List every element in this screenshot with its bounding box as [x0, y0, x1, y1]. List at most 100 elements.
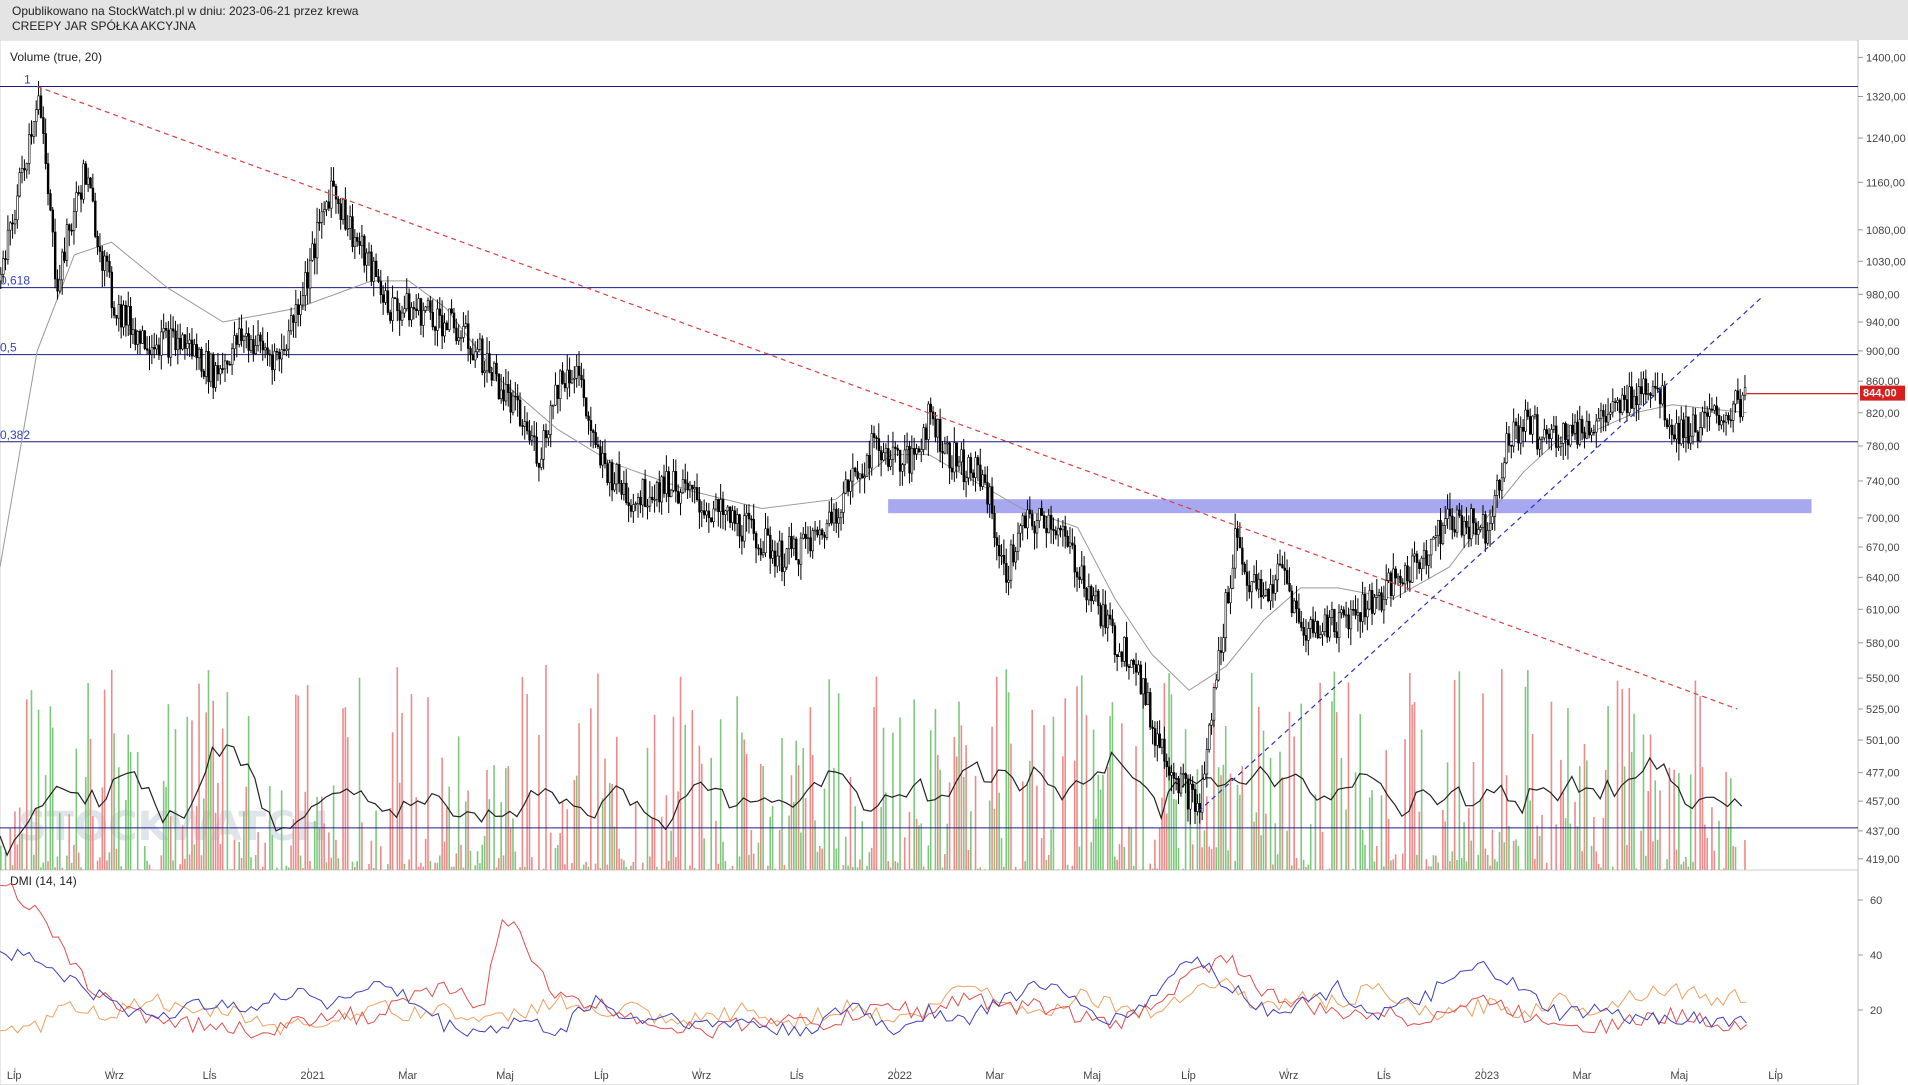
candle-body	[910, 448, 914, 474]
candle-body	[1661, 385, 1664, 405]
volume-bar	[1196, 769, 1199, 870]
volume-bar	[821, 848, 823, 870]
volume-bar	[247, 715, 250, 870]
candle-body	[1323, 614, 1327, 632]
candle-body	[627, 502, 630, 506]
candle-body	[658, 482, 661, 503]
time-tick-label: Mar	[398, 1070, 417, 1082]
price-tick-label: 419,00	[1866, 854, 1900, 866]
volume-bar	[1078, 846, 1081, 870]
candle-body	[11, 222, 14, 225]
candle-body	[924, 427, 928, 440]
candle-body	[148, 349, 151, 355]
candle-body	[1118, 651, 1121, 658]
candle-body	[1458, 509, 1461, 516]
candle-body	[1290, 590, 1294, 613]
volume-bar	[1368, 797, 1371, 870]
volume-bar	[250, 857, 252, 870]
volume-bar	[410, 694, 413, 870]
candle-body	[1517, 425, 1520, 444]
volume-bar	[816, 851, 819, 870]
candle-body	[710, 517, 713, 522]
volume-bar	[306, 685, 309, 870]
volume-bar	[51, 727, 54, 870]
volume-bar	[866, 865, 868, 870]
volume-bar	[1102, 774, 1104, 870]
candle-body	[306, 272, 309, 289]
candle-body	[318, 221, 321, 224]
volume-bar	[172, 860, 174, 870]
candle-body	[1611, 401, 1615, 413]
volume-bar	[1201, 847, 1203, 870]
dmi-tick-label: 40	[1870, 950, 1882, 962]
volume-bar	[1003, 866, 1005, 870]
candle-body	[1602, 410, 1605, 417]
volume-bar	[1394, 854, 1397, 870]
volume-bar	[1286, 830, 1288, 870]
candle-body	[1491, 516, 1494, 524]
volume-bar	[118, 767, 120, 870]
candle-body	[240, 328, 243, 341]
candle-body	[792, 538, 796, 549]
candle-body	[372, 260, 376, 282]
candle-body	[94, 200, 97, 237]
volume-bar	[1026, 784, 1029, 870]
candle-body	[1059, 527, 1062, 531]
candle-body	[1717, 414, 1721, 426]
volume-bar	[276, 867, 278, 870]
price-tick-label: 457,00	[1866, 796, 1900, 808]
volume-bar	[724, 861, 727, 870]
candle-body	[18, 172, 21, 197]
volume-bar	[896, 862, 899, 870]
candle-body	[282, 349, 286, 351]
volume-bar	[736, 696, 738, 870]
volume-bar	[219, 843, 222, 870]
candle-body	[795, 538, 798, 561]
volume-bar	[594, 863, 597, 870]
candle-body	[1205, 749, 1209, 775]
volume-bar	[1593, 816, 1595, 870]
volume-bar	[1484, 848, 1487, 870]
volume-bar	[1052, 716, 1055, 870]
candle-body	[1304, 635, 1308, 641]
candle-body	[292, 315, 295, 323]
volume-bar	[1458, 671, 1461, 870]
volume-bar	[207, 670, 210, 870]
candle-body	[1012, 544, 1015, 563]
candle-body	[419, 298, 423, 326]
dmi-tick-label: 20	[1870, 1005, 1882, 1017]
candle-body	[1510, 444, 1513, 447]
volume-bar	[656, 866, 658, 870]
volume-bar	[68, 814, 71, 870]
candle-body	[1741, 394, 1744, 418]
candle-body	[1701, 411, 1704, 428]
volume-bar	[542, 868, 545, 870]
candle-body	[632, 504, 635, 512]
volume-bar	[77, 852, 80, 870]
candle-body	[752, 519, 755, 534]
volume-bar	[1496, 861, 1498, 870]
volume-bar	[767, 865, 769, 870]
candle-body	[667, 471, 671, 497]
candle-body	[1403, 565, 1407, 585]
candle-body	[662, 476, 666, 494]
volume-bar	[1099, 789, 1102, 870]
candle-body	[483, 370, 486, 373]
candle-body	[162, 328, 165, 333]
candle-body	[1231, 567, 1235, 589]
candle-body	[134, 329, 137, 345]
candle-body	[677, 490, 680, 504]
candle-body	[492, 362, 496, 381]
candle-body	[1111, 618, 1114, 627]
candle-body	[691, 484, 694, 490]
candle-body	[927, 403, 930, 440]
volume-bar	[1642, 734, 1645, 870]
volume-bar	[1040, 838, 1043, 870]
candle-body	[542, 430, 545, 460]
candle-body	[188, 339, 191, 344]
candle-body	[1191, 783, 1194, 790]
volume-bar	[1121, 723, 1123, 870]
volume-bar	[424, 838, 427, 870]
candle-body	[759, 548, 763, 556]
candle-body	[1467, 526, 1471, 540]
